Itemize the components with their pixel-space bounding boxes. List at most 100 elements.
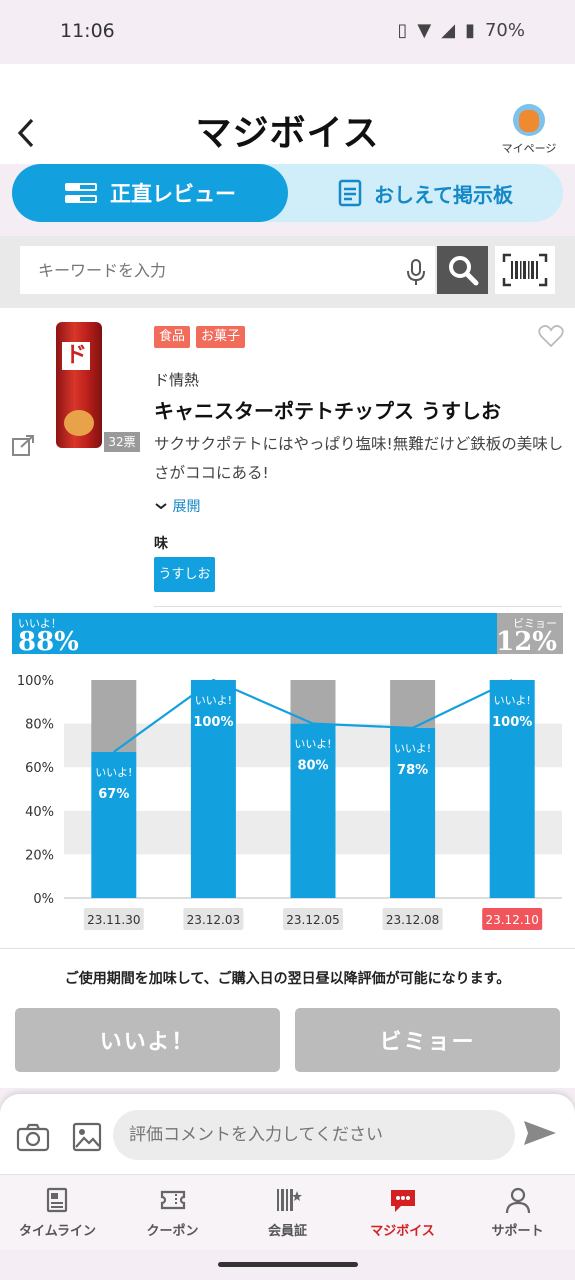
product-logo-mark: ド [62,342,90,370]
status-icons: ▯ ▼ ◢ ▮ 70% [397,20,525,41]
ratio-good-percent: 88% [18,627,79,657]
x-tick-bg [183,908,244,930]
send-icon[interactable] [522,1118,558,1148]
vibrate-icon: ▯ [397,20,408,41]
y-tick-label: 60% [25,761,54,776]
bar-value-label: 100% [492,715,532,730]
review-icon [65,183,97,203]
chevron-left-icon [17,118,34,148]
x-tick-bg [482,908,543,930]
product-name: キャニスターポテトチップス うすしお [154,399,501,423]
member-card-icon [276,1189,302,1211]
x-tick-label: 23.12.03 [187,913,240,927]
tab-board[interactable]: おしえて掲示板 [288,164,563,222]
bar-value-label: 80% [297,759,328,774]
search-button[interactable] [437,246,488,294]
bar-value-label: 67% [98,787,129,802]
chevron-down-icon [155,503,167,510]
ratio-bad-label: ビミョー [513,617,557,630]
gallery-icon[interactable] [72,1122,102,1152]
home-indicator[interactable] [218,1262,358,1267]
expand-image-icon[interactable] [12,434,36,456]
nav-label: 会員証 [267,1224,307,1239]
nav-label: マジボイス [370,1224,435,1239]
nav-label: クーポン [146,1224,199,1239]
nav-coupon[interactable]: クーポン [115,1186,230,1239]
expand-link[interactable]: 展開 [154,496,200,516]
battery-icon: ▮ [465,20,475,41]
tab-board-label: おしえて掲示板 [374,182,513,207]
rating-notice: ご使用期間を加味して、ご購入日の翌日昼以降評価が可能になります。 [64,971,511,987]
signal-icon: ◢ [441,20,456,41]
nav-timeline[interactable]: タイムライン [0,1186,115,1239]
microphone-icon[interactable] [404,258,428,286]
mypage-label: マイページ [501,142,557,155]
chip-illustration [64,410,94,436]
timeline-icon [46,1187,67,1213]
x-tick-label: 23.12.10 [485,913,538,927]
bar-value-label: 100% [193,715,233,730]
back-button[interactable] [14,116,44,156]
y-tick-label: 80% [25,718,54,733]
barcode-icon [502,253,548,287]
ratio-good-label: いいよ！ [18,617,62,630]
bar-good [91,751,137,898]
x-tick-bg [283,908,343,930]
search-input[interactable] [20,246,435,294]
bar-series-label: いいよ! [494,694,531,707]
bar-good [489,680,535,898]
category-tag[interactable]: 食品 [154,326,191,348]
ratio-bad-bar: ビミョー 12% [496,613,563,657]
wifi-icon: ▼ [417,20,432,41]
x-tick-label: 23.11.30 [87,913,140,927]
vote-count-badge: 32票 [104,432,140,452]
search-icon [448,256,478,286]
product-description: サクサクポテトにはやっぱり塩味!無難だけど鉄板の美味しさがココにある! [154,435,564,482]
bottom-nav [0,1174,575,1250]
mypage-button[interactable]: マイページ [497,104,561,156]
bar-series-label: いいよ! [394,742,431,755]
favorite-heart-icon[interactable] [538,324,564,348]
flavor-chip[interactable]: うすしお [154,557,215,592]
bar-good [290,723,336,898]
nav-majivoice[interactable]: マジボイス [345,1186,460,1239]
trend-line [113,678,513,753]
status-time: 11:06 [60,20,115,42]
majivoice-icon [390,1190,415,1212]
good-vote-button[interactable]: いいよ！ [15,1008,280,1072]
y-tick-label: 20% [25,848,54,863]
bar-good [190,680,236,898]
y-tick-label: 100% [17,674,54,689]
category-tag[interactable]: お菓子 [196,326,246,348]
camera-icon[interactable] [16,1122,50,1152]
divider [154,606,562,607]
x-tick-label: 23.12.08 [386,913,439,927]
tab-honest-review[interactable]: 正直レビュー [12,164,288,222]
nav-support[interactable]: サポート [460,1186,575,1239]
rating-history-chart: 0% 20% 40% 60% 80% 100% いいよ! 67% 23.11.30 いいよ! 100… [17,674,562,930]
barcode-scan-button[interactable] [495,246,555,294]
y-tick-label: 0% [33,892,54,907]
bar-value-label: 78% [397,763,428,778]
ratio-good-bar: いいよ！ 88% [12,613,497,657]
expand-label: 展開 [172,499,201,515]
support-icon [505,1187,530,1214]
product-maker: ド情熱 [154,371,200,389]
y-tick-label: 40% [25,805,54,820]
ratio-bad-percent: 12% [496,627,557,657]
board-icon [338,179,362,207]
bar-good [390,727,436,898]
app-header: マジボイス マイページ [0,64,575,164]
divider [0,948,575,949]
product-image[interactable]: ド [56,322,102,448]
status-bar: 11:06 ▯ ▼ ◢ ▮ 70% [0,0,575,64]
comment-input[interactable] [113,1110,515,1160]
meh-vote-button[interactable]: ビミョー [295,1008,560,1072]
bar-series-label: いいよ! [294,738,331,751]
nav-label: タイムライン [18,1224,97,1239]
x-tick-label: 23.12.05 [286,913,339,927]
nav-member-card[interactable]: 会員証 [230,1186,345,1239]
bar-series-label: いいよ! [95,766,132,779]
bar-series-label: いいよ! [195,694,232,707]
battery-level: 70% [484,20,525,41]
